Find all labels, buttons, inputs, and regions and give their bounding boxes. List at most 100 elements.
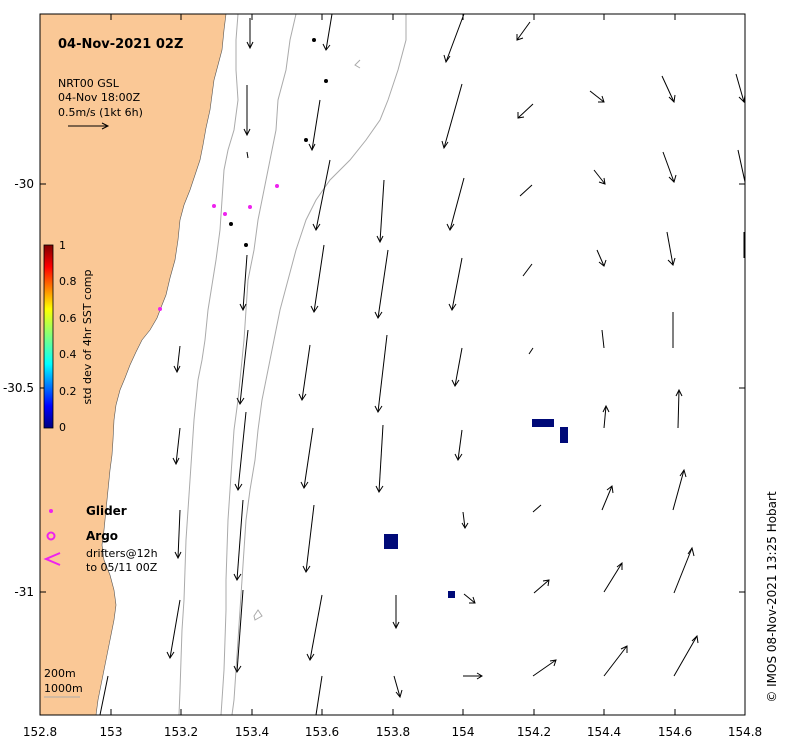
colorbar-tick: 1 — [59, 239, 66, 252]
x-tick-label: 153.6 — [305, 725, 339, 739]
current-vector — [461, 522, 469, 529]
current-vector — [454, 347, 463, 387]
current-vector — [305, 504, 315, 573]
current-vector — [395, 689, 403, 699]
current-vector — [298, 393, 307, 401]
isobath-deep-3 — [253, 609, 263, 621]
current-vector — [173, 365, 181, 374]
colorbar-tick: 0.8 — [59, 275, 77, 288]
current-vector — [601, 329, 605, 349]
isobath-key-1000m: 1000m — [44, 682, 83, 695]
vector-key: NRT00 GSL 04-Nov 18:00Z 0.5m/s (1kt 6h) — [58, 77, 143, 130]
drifter-point — [244, 243, 248, 247]
current-vector — [377, 334, 388, 413]
current-vector — [598, 177, 606, 185]
current-vector — [313, 244, 325, 313]
current-vector — [303, 427, 314, 489]
current-vector — [737, 149, 745, 183]
current-vector — [172, 457, 180, 466]
current-vector — [451, 257, 463, 311]
glider-point — [158, 307, 162, 311]
current-vector — [516, 21, 531, 41]
current-vector — [315, 675, 323, 715]
current-vector — [679, 468, 687, 478]
current-vector — [668, 174, 677, 183]
current-vector — [593, 169, 606, 185]
isobath-200m — [178, 14, 239, 715]
current-vector — [236, 499, 244, 581]
vector-key-time: 04-Nov 18:00Z — [58, 91, 141, 104]
current-vector — [532, 504, 542, 513]
x-tick-label: 153 — [100, 725, 123, 739]
current-vector — [542, 579, 550, 587]
x-tick-label: 153.8 — [376, 725, 410, 739]
current-vector — [393, 675, 401, 698]
current-vector — [176, 345, 181, 373]
current-vector — [234, 483, 243, 491]
current-vector — [177, 509, 181, 559]
vector-key-arrowhead — [101, 122, 110, 130]
credit-text: © IMOS 08-Nov-2021 13:25 Hobart — [765, 491, 779, 703]
current-vector — [522, 263, 533, 277]
current-vector — [463, 593, 476, 604]
x-tick-labels: 152.8 153 153.2 153.4 153.6 153.8 154 15… — [23, 725, 762, 739]
current-vector — [603, 405, 607, 429]
current-vector — [603, 645, 628, 677]
vector-key-source: NRT00 GSL — [58, 77, 120, 90]
current-vector — [309, 594, 323, 661]
current-vector — [174, 551, 182, 560]
current-vector — [469, 596, 476, 604]
current-vector — [462, 511, 466, 529]
current-vector — [374, 405, 383, 413]
drifter-point — [312, 38, 316, 42]
current-vector — [516, 34, 524, 41]
argo-legend-label: Argo — [86, 529, 118, 543]
colorbar-tick: 0.6 — [59, 312, 77, 325]
drifter-legend-marker — [43, 552, 61, 566]
current-vector — [446, 223, 455, 231]
current-vector — [308, 143, 316, 152]
current-vector — [375, 485, 384, 493]
current-vector — [667, 257, 676, 266]
glider-point — [275, 184, 279, 188]
glider-point — [248, 205, 252, 209]
map-title: 04-Nov-2021 02Z — [58, 37, 183, 52]
drifter-point — [304, 138, 308, 142]
current-vector — [449, 177, 465, 231]
current-vector — [589, 90, 605, 103]
current-vector — [243, 128, 251, 137]
colorbar-tick: 0 — [59, 421, 66, 434]
current-vector — [300, 481, 309, 489]
current-vector — [443, 54, 451, 64]
current-vector — [691, 634, 699, 644]
current-vector — [533, 579, 550, 594]
sst-patch — [532, 419, 554, 427]
sst-patch — [384, 534, 398, 549]
current-vector — [598, 95, 605, 103]
current-vector — [236, 589, 244, 673]
current-vector — [596, 249, 605, 267]
colorbar-tick: 0.2 — [59, 385, 77, 398]
isobath-1000m — [220, 14, 297, 715]
current-vector — [246, 151, 249, 159]
current-vector — [99, 675, 109, 715]
current-vector — [374, 311, 383, 319]
current-vector — [376, 235, 384, 244]
current-vector — [302, 565, 311, 573]
glider-point — [223, 212, 227, 216]
glider-legend-label: Glider — [86, 504, 127, 518]
current-vector — [242, 254, 248, 311]
current-vector — [603, 562, 623, 593]
colorbar-ramp — [43, 244, 54, 429]
colorbar-tick: 0.4 — [59, 348, 77, 361]
axis-ticks — [39, 14, 746, 715]
current-vector — [175, 427, 181, 465]
glider-legend-marker — [49, 509, 53, 513]
drifter-point — [229, 222, 233, 226]
glider-track — [158, 184, 279, 311]
sst-patch — [448, 591, 455, 598]
legend: Glider Argo drifters@12h to 05/11 00Z — [43, 504, 158, 574]
current-vector — [601, 485, 613, 511]
current-vector — [441, 140, 449, 150]
current-vector — [672, 469, 685, 511]
